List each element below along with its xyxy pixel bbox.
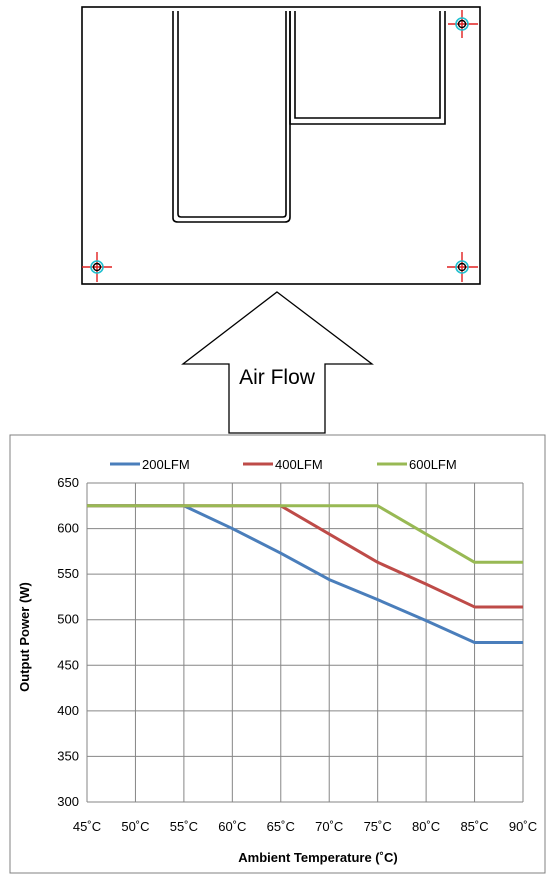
x-tick-label: 60˚C [218,819,246,834]
board-cutout-right-inner [294,11,441,119]
y-tick-label: 650 [57,475,79,490]
board-cutout-left [172,11,291,223]
y-tick-label: 550 [57,566,79,581]
airflow-arrow [181,291,374,434]
legend: 200LFM 400LFM 600LFM [110,457,457,472]
x-tick-label: 50˚C [121,819,149,834]
series-lines [87,504,523,644]
y-tick-label: 500 [57,612,79,627]
y-tick-labels: 300 350 400 450 500 550 600 650 [57,475,79,809]
mounting-hole [448,10,478,38]
plot-area: 300 350 400 450 500 550 600 650 45˚C 50˚C 55˚C 60˚… [57,475,537,834]
x-tick-label: 65˚C [267,819,295,834]
chart-frame [9,434,546,874]
board-cutout-right [289,11,446,125]
mounting-hole [82,252,112,282]
y-tick-label: 600 [57,521,79,536]
x-tick-label: 75˚C [364,819,392,834]
y-axis-title: Output Power (W) [17,582,32,692]
x-axis-title: Ambient Temperature (˚C) [238,850,397,865]
x-tick-labels: 45˚C 50˚C 55˚C 60˚C 65˚C 70˚C 75˚C 80˚C 85˚C 90˚C [73,819,537,834]
x-tick-label: 70˚C [315,819,343,834]
x-tick-label: 90˚C [509,819,537,834]
x-tick-label: 85˚C [460,819,488,834]
board-outline [81,6,481,285]
mounting-hole [447,252,478,282]
x-tick-label: 55˚C [170,819,198,834]
y-tick-label: 400 [57,703,79,718]
x-tick-label: 45˚C [73,819,101,834]
airflow-label: Air Flow [239,366,316,389]
y-tick-label: 350 [57,748,79,763]
legend-label: 600LFM [409,457,457,472]
board-diagram [81,6,481,285]
y-tick-label: 300 [57,794,79,809]
legend-label: 400LFM [275,457,323,472]
series-line-600lfm [87,504,523,564]
x-tick-label: 80˚C [412,819,440,834]
y-tick-label: 450 [57,657,79,672]
legend-label: 200LFM [142,457,190,472]
board-cutout-left-inner [177,11,287,218]
